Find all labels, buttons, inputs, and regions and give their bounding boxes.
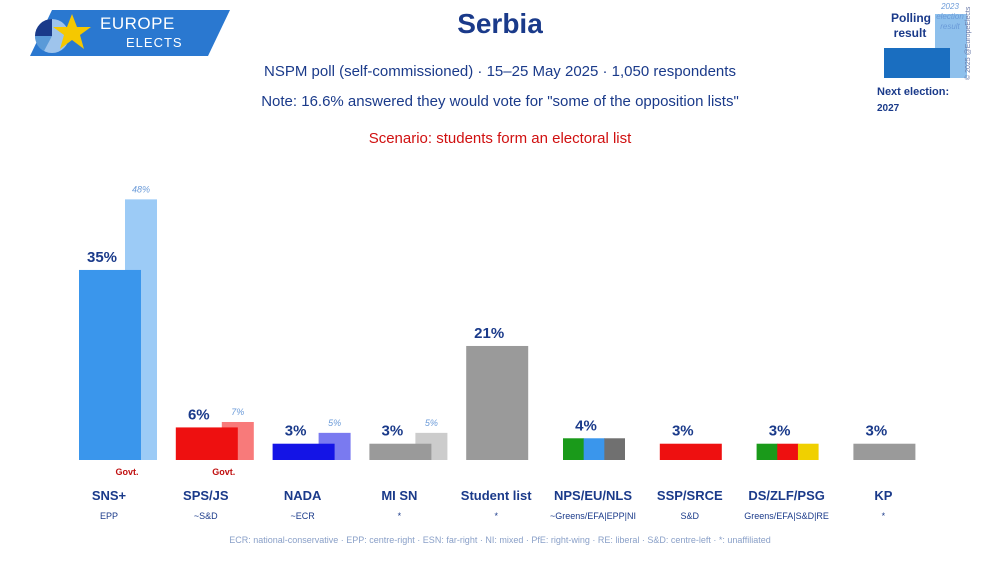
party-group-kp: * <box>882 511 886 521</box>
legend-polling-label: Polling result <box>891 11 931 40</box>
previous-value-label-mi-sn: 5% <box>425 418 438 428</box>
value-label-student-list: 21% <box>474 325 504 342</box>
party-group-mi-sn: * <box>398 511 402 521</box>
poll-bar-ssp-srce <box>659 443 722 460</box>
bar-chart: 48% 35% Govt. SNS+ EPP 7% 6% Govt. SPS/JS ~S&D 5% 3… <box>79 184 916 521</box>
party-name-nada: NADA <box>284 488 322 503</box>
party-name-student-list: Student list <box>461 488 532 503</box>
chart-note: Note: 16.6% answered they would vote for… <box>261 93 739 110</box>
previous-value-label-sns: 48% <box>132 184 150 194</box>
party-group-nps-eu-nls: ~Greens/EFA|EPP|NI <box>550 511 636 521</box>
poll-bar-kp <box>853 443 916 460</box>
legend-previous-label: 2023 election result <box>936 2 964 31</box>
previous-value-label-sps-js: 7% <box>231 407 244 417</box>
group-legend-footer: ECR: national-conservative · EPP: centre… <box>229 535 771 545</box>
value-label-ssp-srce: 3% <box>672 423 694 440</box>
poll-bar-student-list <box>466 345 529 460</box>
chart-subtitle: NSPM poll (self-commissioned) · 15–25 Ma… <box>264 63 736 80</box>
party-name-sns: SNS+ <box>92 488 127 503</box>
next-election-label: Next election: <box>877 86 950 98</box>
party-group-sps-js: ~S&D <box>194 511 218 521</box>
star-icon <box>53 14 91 49</box>
party-name-ds-zlf-psg: DS/ZLF/PSG <box>748 488 825 503</box>
poll-bar-ds-zlf-psg-segment-1 <box>756 443 778 460</box>
logo-text-europe: EUROPE <box>100 14 175 33</box>
poll-bar-nps-eu-nls-segment-3 <box>604 438 625 460</box>
next-election-year: 2027 <box>877 103 900 114</box>
party-group-sns: EPP <box>100 511 118 521</box>
party-name-sps-js: SPS/JS <box>183 488 229 503</box>
party-name-mi-sn: MI SN <box>381 488 417 503</box>
poll-bar-nps-eu-nls-segment-1 <box>563 438 585 460</box>
govt-label-sns: Govt. <box>115 467 138 477</box>
value-label-sns: 35% <box>87 249 117 266</box>
logo-text-elects: ELECTS <box>126 35 183 50</box>
poll-bar-nada <box>272 443 335 460</box>
value-label-nps-eu-nls: 4% <box>575 417 597 434</box>
party-name-kp: KP <box>874 488 892 503</box>
chart-title: Serbia <box>457 8 543 39</box>
value-label-mi-sn: 3% <box>382 423 404 440</box>
poll-bar-nps-eu-nls-segment-2 <box>583 438 605 460</box>
party-group-nada: ~ECR <box>290 511 315 521</box>
previous-value-label-nada: 5% <box>328 418 341 428</box>
europe-elects-logo <box>30 10 230 56</box>
poll-bar-ds-zlf-psg-segment-2 <box>777 443 799 460</box>
poll-bar-sps-js <box>175 427 238 460</box>
govt-label-sps-js: Govt. <box>212 467 235 477</box>
copyright-note: © 2025 @EuropeElects <box>965 6 972 80</box>
party-group-ssp-srce: S&D <box>681 511 700 521</box>
party-name-nps-eu-nls: NPS/EU/NLS <box>554 488 632 503</box>
chart-scenario: Scenario: students form an electoral lis… <box>368 130 632 147</box>
party-name-ssp-srce: SSP/SRCE <box>657 488 723 503</box>
poll-bar-mi-sn <box>369 443 432 460</box>
value-label-nada: 3% <box>285 423 307 440</box>
legend-poll-swatch <box>884 48 950 78</box>
legend-key <box>884 14 967 78</box>
value-label-sps-js: 6% <box>188 406 210 423</box>
party-group-ds-zlf-psg: Greens/EFA|S&D|RE <box>744 511 829 521</box>
value-label-ds-zlf-psg: 3% <box>769 423 791 440</box>
party-group-student-list: * <box>494 511 498 521</box>
value-label-kp: 3% <box>866 423 888 440</box>
poll-bar-ds-zlf-psg-segment-3 <box>797 443 819 460</box>
poll-bar-sns <box>79 269 141 460</box>
